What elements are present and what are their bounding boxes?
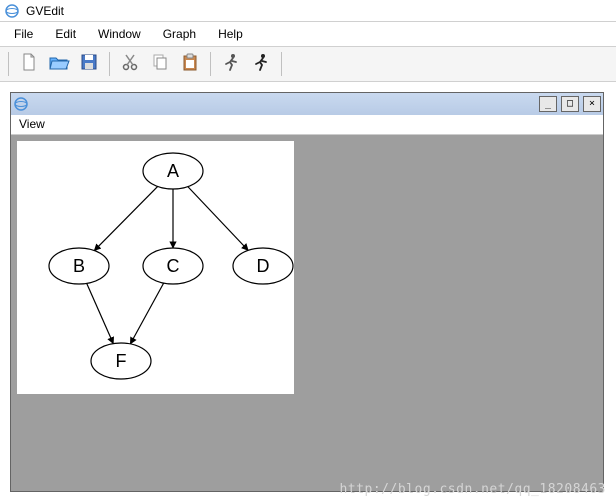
app-icon <box>4 3 20 19</box>
maximize-button[interactable]: □ <box>561 96 579 112</box>
graph-node-label: D <box>257 256 270 276</box>
menu-graph[interactable]: Graph <box>153 25 206 43</box>
menu-edit[interactable]: Edit <box>45 25 86 43</box>
minimize-button[interactable]: _ <box>539 96 557 112</box>
graph-edge <box>130 283 163 344</box>
graph-edge <box>188 187 248 251</box>
toolbar-separator <box>8 52 9 76</box>
menu-help[interactable]: Help <box>208 25 253 43</box>
new-button[interactable] <box>15 50 43 78</box>
view-label: View <box>11 115 603 135</box>
watermark: http://blog.csdn.net/qq_18208463 <box>340 482 606 497</box>
menubar: File Edit Window Graph Help <box>0 22 616 46</box>
paste-icon <box>180 52 200 77</box>
cut-button[interactable] <box>116 50 144 78</box>
graph-node-label: A <box>167 161 179 181</box>
main-window: GVEdit File Edit Window Graph Help _ <box>0 0 616 503</box>
open-button[interactable] <box>45 50 73 78</box>
paste-button[interactable] <box>176 50 204 78</box>
close-button[interactable]: × <box>583 96 601 112</box>
toolbar-separator <box>281 52 282 76</box>
run-man-dark-icon <box>251 52 271 77</box>
menu-window[interactable]: Window <box>88 25 151 43</box>
open-folder-icon <box>48 52 70 77</box>
graph-node-label: B <box>73 256 85 276</box>
menu-file[interactable]: File <box>4 25 43 43</box>
new-file-icon <box>19 52 39 77</box>
graph-edge <box>94 186 157 250</box>
copy-icon <box>150 52 170 77</box>
graph-node-label: F <box>116 351 127 371</box>
copy-button[interactable] <box>146 50 174 78</box>
view-titlebar: _ □ × <box>11 93 603 115</box>
view-icon <box>13 96 29 112</box>
app-title: GVEdit <box>26 4 64 18</box>
toolbar-separator <box>210 52 211 76</box>
graph-canvas: A B C D F <box>17 141 294 394</box>
run-button[interactable] <box>217 50 245 78</box>
titlebar: GVEdit <box>0 0 616 22</box>
run-layout-button[interactable] <box>247 50 275 78</box>
view-window: _ □ × View A B C D F <box>10 92 604 492</box>
save-disk-icon <box>79 52 99 77</box>
cut-scissors-icon <box>120 52 140 77</box>
toolbar-separator <box>109 52 110 76</box>
graph-edge <box>87 283 114 343</box>
run-man-icon <box>221 52 241 77</box>
workspace: _ □ × View A B C D F <box>0 82 616 503</box>
graph-node-label: C <box>167 256 180 276</box>
save-button[interactable] <box>75 50 103 78</box>
view-content: A B C D F <box>11 135 603 491</box>
toolbar <box>0 46 616 82</box>
